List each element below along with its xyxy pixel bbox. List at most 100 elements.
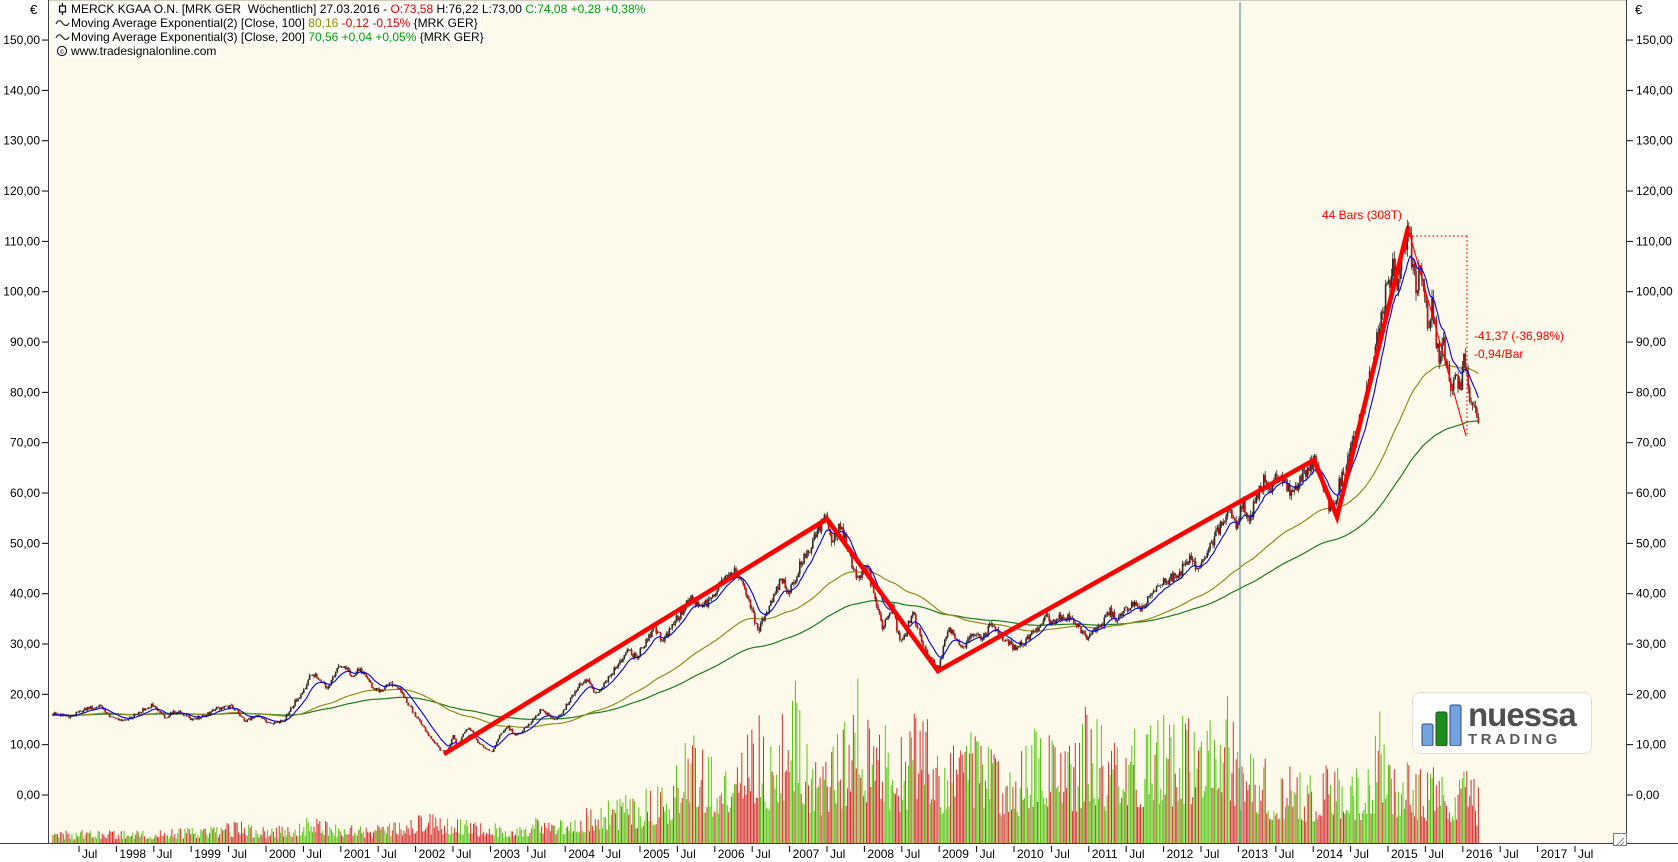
- legend-text-segment: {MRK GER}: [416, 30, 484, 44]
- y-tick-label-right: 30,00: [1636, 637, 1666, 651]
- y-tick-label-left: 120,00: [3, 184, 40, 198]
- legend-text-segment: Moving Average Exponential(3) [Close, 20…: [71, 30, 309, 44]
- y-tick-label-right: 10,00: [1636, 738, 1666, 752]
- x-tick-label: 2015: [1391, 847, 1418, 861]
- svg-text:c: c: [60, 47, 64, 56]
- y-tick-label-left: 150,00: [3, 33, 40, 47]
- legend-text-segment: 80,16: [308, 16, 339, 30]
- nuessa-trading-logo: nuessa TRADING: [1412, 692, 1592, 754]
- x-tick-label: Jul: [1129, 847, 1144, 861]
- x-tick-label: 2010: [1017, 847, 1044, 861]
- x-tick-label: 2006: [718, 847, 745, 861]
- y-tick-label-left: 0,00: [17, 788, 41, 802]
- legend-text-segment: H:76,22 L:73,00: [433, 2, 526, 16]
- legend-text-segment: Moving Average Exponential(2) [Close, 10…: [71, 16, 309, 30]
- x-tick-label: 2008: [867, 847, 894, 861]
- logo-bar: [1449, 704, 1462, 746]
- y-axis-left: [0, 0, 49, 844]
- legend-text-segment: {MRK GER}: [410, 16, 478, 30]
- x-tick-label: Jul: [1428, 847, 1443, 861]
- x-tick-label: 2012: [1167, 847, 1194, 861]
- legend-text-segment: MERCK KGAA O.N. [MRK GER Wöchentlich] 27…: [71, 2, 391, 16]
- x-tick-label: Jul: [157, 847, 172, 861]
- y-tick-label-left: 90,00: [10, 335, 40, 349]
- y-tick-label-left: 20,00: [10, 687, 40, 701]
- currency-label-right: €: [1635, 2, 1643, 17]
- y-tick-label-right: 90,00: [1636, 335, 1666, 349]
- x-tick-label: Jul: [82, 847, 97, 861]
- legend-row-0[interactable]: MERCK KGAA O.N. [MRK GER Wöchentlich] 27…: [54, 2, 649, 16]
- wave-icon: [54, 17, 71, 29]
- legend-text-segment: www.tradesignalonline.com: [71, 44, 217, 58]
- y-tick-label-left: 130,00: [3, 134, 40, 148]
- x-tick-label: Jul: [755, 847, 770, 861]
- ema-200-line: [53, 420, 1479, 720]
- y-tick-label-right: 80,00: [1636, 385, 1666, 399]
- x-tick-label: 2013: [1241, 847, 1268, 861]
- legend-text-segment: C:74,08 +0,28 +0,38%: [525, 2, 646, 16]
- y-tick-label-right: 120,00: [1636, 184, 1673, 198]
- y-tick-label-right: 110,00: [1636, 234, 1672, 248]
- x-tick-label: 2009: [942, 847, 969, 861]
- x-tick-label: Jul: [232, 847, 247, 861]
- candle-up-bodies: [53, 225, 1465, 754]
- x-tick-label: Jul: [456, 847, 471, 861]
- y-tick-label-right: 50,00: [1636, 536, 1666, 550]
- x-tick-label: Jul: [905, 847, 920, 861]
- x-tick-label: 2003: [493, 847, 520, 861]
- x-tick-label: 2002: [419, 847, 446, 861]
- y-tick-label-right: 150,00: [1636, 33, 1673, 47]
- x-tick-label: 2001: [344, 847, 371, 861]
- x-tick-label: 2004: [568, 847, 595, 861]
- y-tick-label-right: 130,00: [1636, 134, 1673, 148]
- y-tick-label-left: 70,00: [10, 436, 40, 450]
- y-tick-label-right: 100,00: [1636, 285, 1673, 299]
- volume-bars: [52, 678, 1479, 843]
- y-tick-label-right: 0,00: [1636, 788, 1660, 802]
- trend-zigzag-line: [442, 227, 1411, 756]
- x-tick-label: 2005: [643, 847, 670, 861]
- legend-text-segment: 70,56 +0,04 +0,05%: [308, 30, 417, 44]
- x-tick-label: 1999: [194, 847, 221, 861]
- copyright-icon: c: [55, 45, 71, 57]
- x-tick-label: Jul: [306, 847, 321, 861]
- x-tick-label: Jul: [381, 847, 396, 861]
- y-tick-label-left: 60,00: [10, 486, 40, 500]
- legend-row-3[interactable]: c www.tradesignalonline.com: [54, 44, 220, 58]
- y-tick-label-left: 40,00: [10, 587, 40, 601]
- legend-row-2[interactable]: Moving Average Exponential(3) [Close, 20…: [54, 30, 487, 44]
- candlestick-icon: [55, 3, 71, 15]
- x-tick-label: 2016: [1466, 847, 1493, 861]
- y-tick-label-right: 70,00: [1636, 436, 1666, 450]
- x-tick-label: Jul: [1054, 847, 1069, 861]
- x-axis-row: [0, 843, 1678, 862]
- drop-amount-annotation: -41,37 (-36,98%): [1474, 329, 1565, 343]
- x-tick-label: Jul: [1578, 847, 1593, 861]
- measure-line: [1407, 227, 1467, 437]
- x-tick-label: 2007: [793, 847, 820, 861]
- x-tick-label: 2011: [1092, 847, 1118, 861]
- logo-bars-icon: [1421, 704, 1462, 746]
- candlestick-series: [52, 219, 1480, 754]
- y-axis-right: [1626, 0, 1678, 844]
- x-tick-label: Jul: [680, 847, 695, 861]
- ema-fast-line: [52, 255, 1479, 748]
- y-tick-label-left: 80,00: [10, 385, 40, 399]
- currency-label-left: €: [30, 2, 38, 17]
- x-tick-label: Jul: [1354, 847, 1369, 861]
- x-tick-label: Jul: [980, 847, 995, 861]
- legend-row-1[interactable]: Moving Average Exponential(2) [Close, 10…: [54, 16, 481, 30]
- y-tick-label-left: 30,00: [10, 637, 40, 651]
- x-tick-label: 2000: [269, 847, 296, 861]
- x-tick-label: Jul: [1503, 847, 1518, 861]
- x-tick-label: 2017: [1541, 847, 1568, 861]
- logo-bar: [1435, 711, 1448, 746]
- logo-name: nuessa: [1468, 695, 1577, 733]
- x-tick-label: Jul: [1279, 847, 1294, 861]
- y-tick-label-right: 140,00: [1636, 83, 1673, 97]
- logo-bar: [1421, 723, 1434, 746]
- bars-count-annotation: 44 Bars (308T): [1322, 208, 1403, 222]
- resize-grip[interactable]: [1613, 833, 1627, 847]
